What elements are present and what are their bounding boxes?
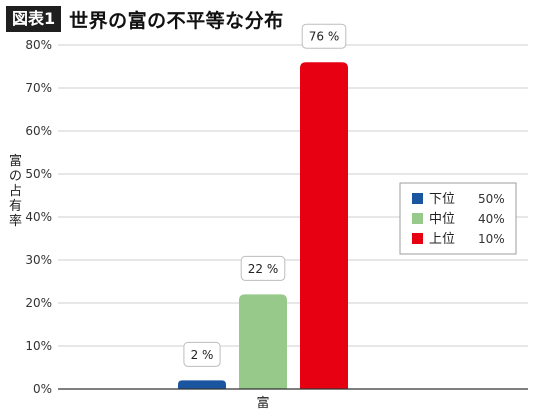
y-tick-label: 30% bbox=[25, 253, 52, 267]
y-tick-label: 50% bbox=[25, 167, 52, 181]
y-tick-label: 60% bbox=[25, 124, 52, 138]
y-tick-labels: 0% 10% 20% 30% 40% 50% 60% 70% 80% bbox=[25, 38, 52, 396]
y-tick-label: 40% bbox=[25, 210, 52, 224]
y-tick-label: 0% bbox=[33, 382, 52, 396]
data-label-box bbox=[301, 23, 347, 49]
legend-share: 40% bbox=[478, 212, 505, 226]
y-tick-label: 10% bbox=[25, 339, 52, 353]
legend-swatch bbox=[412, 233, 423, 244]
legend-swatch bbox=[412, 213, 423, 224]
bar bbox=[239, 294, 287, 389]
data-label: 76 % bbox=[309, 30, 340, 44]
y-axis-label: 富の占有率 bbox=[9, 153, 22, 229]
y-tick-label: 80% bbox=[25, 38, 52, 52]
figure-header: 図表1 世界の富の不平等な分布 bbox=[6, 4, 284, 34]
data-label-box bbox=[240, 255, 286, 281]
x-axis-label: 富 bbox=[256, 395, 269, 411]
legend-share: 50% bbox=[478, 192, 505, 206]
figure-badge: 図表1 bbox=[6, 6, 62, 32]
data-label: 22 % bbox=[248, 262, 279, 276]
data-label: 2 % bbox=[191, 348, 214, 362]
legend-swatch bbox=[412, 193, 423, 204]
bar bbox=[300, 62, 348, 389]
legend-label: 上位 bbox=[429, 232, 455, 247]
figure-title: 世界の富の不平等な分布 bbox=[69, 9, 284, 32]
data-label-box bbox=[183, 341, 221, 367]
legend-share: 10% bbox=[478, 232, 505, 246]
y-tick-label: 20% bbox=[25, 296, 52, 310]
legend-label: 中位 bbox=[429, 212, 455, 227]
data-labels: 2 % 22 % 76 % bbox=[183, 23, 347, 367]
legend-label: 下位 bbox=[429, 192, 455, 207]
legend: 下位 50% 中位 40% 上位 10% bbox=[399, 182, 517, 255]
bars bbox=[178, 62, 348, 389]
bar bbox=[178, 380, 226, 389]
y-tick-label: 70% bbox=[25, 81, 52, 95]
